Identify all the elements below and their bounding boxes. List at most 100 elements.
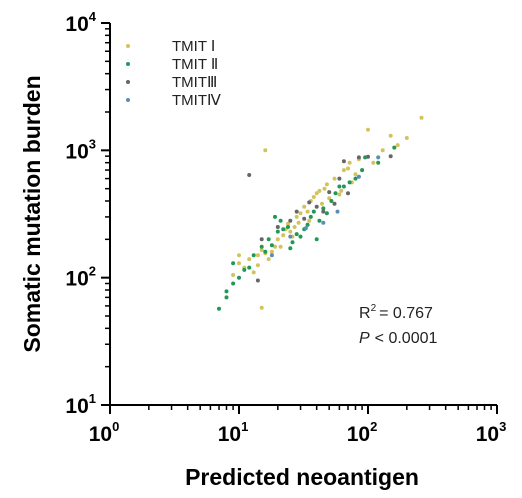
legend-marker xyxy=(126,98,130,102)
x-tick-label: 101 xyxy=(218,419,249,446)
data-point xyxy=(307,218,312,223)
data-point xyxy=(324,182,329,187)
x-tick-label: 102 xyxy=(347,419,378,446)
r-squared-value: = 0.767 xyxy=(379,305,433,322)
data-point xyxy=(263,148,268,153)
data-point xyxy=(302,216,307,221)
data-point xyxy=(303,226,308,231)
data-point xyxy=(237,253,241,258)
data-point xyxy=(281,233,286,238)
data-point xyxy=(311,195,316,199)
data-point xyxy=(404,136,409,140)
data-point xyxy=(288,218,293,223)
data-point xyxy=(314,191,319,196)
x-tick-label: 100 xyxy=(89,419,120,446)
r-squared-label: R xyxy=(359,305,371,322)
data-point xyxy=(242,267,247,272)
x-tick-label: 103 xyxy=(476,419,507,446)
data-point xyxy=(224,289,229,294)
series-4 xyxy=(269,155,381,258)
legend-label: TMIT Ⅱ xyxy=(172,56,218,73)
data-point xyxy=(353,172,358,177)
data-point xyxy=(333,191,338,196)
data-point xyxy=(231,261,236,266)
data-point xyxy=(322,186,327,191)
y-tick-label: 102 xyxy=(65,264,96,291)
data-point xyxy=(247,173,252,177)
data-point xyxy=(255,253,260,258)
data-point xyxy=(259,248,264,252)
series-2 xyxy=(217,145,397,311)
data-point xyxy=(392,145,397,150)
data-point xyxy=(281,227,286,232)
data-point xyxy=(237,261,241,266)
data-point xyxy=(296,220,301,225)
data-point xyxy=(251,270,256,275)
data-point xyxy=(321,209,326,214)
x-axis-title: Predicted neoantigen xyxy=(185,464,419,490)
data-point xyxy=(337,184,342,189)
data-point xyxy=(288,246,293,251)
data-point xyxy=(341,168,346,173)
data-point xyxy=(237,275,241,280)
legend-label: TMITⅢ xyxy=(172,74,217,91)
legend-label: TMITⅣ xyxy=(172,92,221,109)
data-point xyxy=(346,166,350,171)
data-point xyxy=(251,253,256,258)
x-ticks: 100 101 102 103 xyxy=(89,405,507,446)
data-point xyxy=(341,159,346,164)
data-point xyxy=(332,176,337,181)
data-point xyxy=(360,168,365,173)
data-point xyxy=(388,154,393,159)
y-axis: 101 102 103 104 xyxy=(65,9,111,418)
data-point xyxy=(419,115,424,120)
stats-annotation: R2 = 0.767 P < 0.0001 xyxy=(359,303,438,347)
p-value-text: P < 0.0001 xyxy=(359,330,438,347)
r-squared-text: R2 = 0.767 xyxy=(359,303,433,322)
data-point xyxy=(278,218,283,223)
data-point xyxy=(275,225,280,229)
data-point xyxy=(353,176,358,181)
data-point xyxy=(321,206,326,211)
data-point xyxy=(311,209,316,214)
data-point xyxy=(298,211,303,216)
data-point xyxy=(335,209,340,214)
data-point xyxy=(347,160,352,165)
data-point xyxy=(308,214,313,219)
data-point xyxy=(298,234,303,239)
data-point xyxy=(269,243,274,248)
data-point xyxy=(327,196,332,201)
data-point xyxy=(231,281,236,286)
data-point xyxy=(266,237,271,242)
data-point xyxy=(247,257,252,262)
data-point xyxy=(314,237,319,242)
data-point xyxy=(341,184,346,189)
data-point xyxy=(307,200,312,205)
data-point xyxy=(329,199,334,203)
data-point xyxy=(302,204,307,209)
data-point xyxy=(292,225,297,229)
data-point xyxy=(324,211,329,216)
data-point xyxy=(266,257,271,262)
data-point xyxy=(269,253,274,258)
data-point xyxy=(366,127,370,132)
data-point xyxy=(317,188,322,193)
data-point xyxy=(320,201,324,206)
data-point xyxy=(263,249,268,254)
data-point xyxy=(286,225,290,229)
data-point xyxy=(288,229,293,234)
y-tick-label: 103 xyxy=(65,136,96,163)
data-point xyxy=(217,306,221,311)
data-point xyxy=(290,240,295,245)
data-point xyxy=(286,221,290,226)
data-point xyxy=(366,154,370,159)
data-point xyxy=(259,244,264,249)
data-point xyxy=(294,214,299,219)
data-point xyxy=(305,209,310,214)
data-point xyxy=(275,229,280,234)
legend-marker xyxy=(126,80,130,84)
data-point xyxy=(247,265,252,270)
data-point xyxy=(269,249,274,254)
y-tick-label: 101 xyxy=(65,391,96,418)
